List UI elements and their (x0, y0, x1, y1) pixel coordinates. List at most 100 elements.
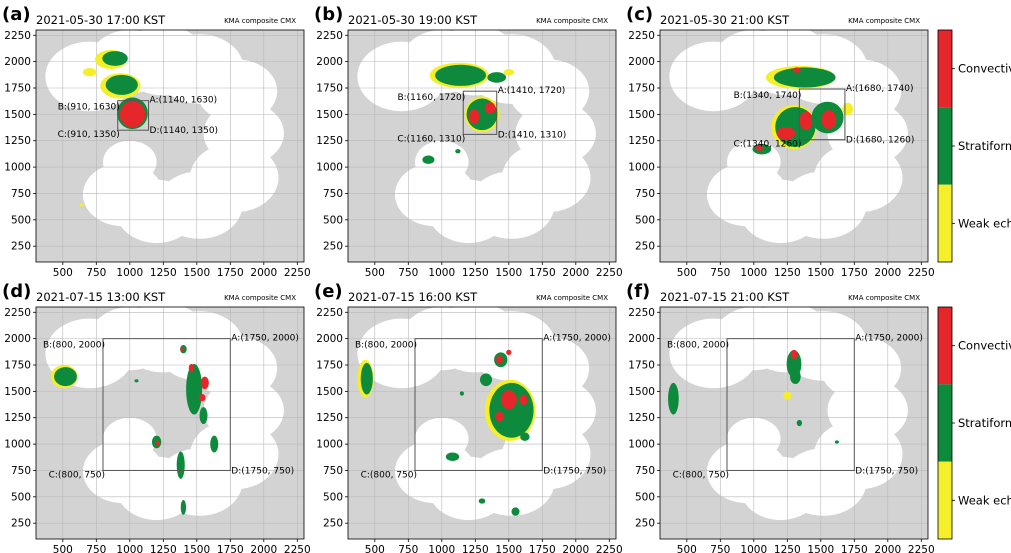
y-tick-label: 500 (11, 214, 31, 226)
x-tick-label: 500 (53, 267, 73, 279)
plot-frame (35, 29, 305, 263)
y-tick-label: 500 (635, 491, 655, 503)
x-tick-label: 500 (365, 267, 385, 279)
x-tick-label: 1000 (428, 267, 455, 279)
colorbar-convective (938, 307, 952, 385)
source-label: KMA composite CMX (536, 294, 608, 302)
x-tick-label: 1250 (462, 267, 489, 279)
convective-area (200, 376, 209, 390)
stratiform-area (435, 64, 487, 86)
corner-label-c: C:(800, 750) (361, 470, 417, 480)
panel-title: 2021-05-30 19:00 KST (348, 13, 478, 27)
panel-label: (b) (314, 4, 343, 25)
y-tick-label: 1000 (628, 162, 655, 174)
x-tick-label: 2250 (284, 544, 311, 553)
convective-area (755, 145, 764, 151)
stratiform-area (479, 373, 493, 387)
panel-f: A:(1750, 2000) B:(800, 2000) C:(800, 750) D… (626, 281, 935, 553)
analysis-box (726, 338, 855, 471)
x-tick-label: 1500 (807, 544, 834, 553)
y-tick-label: 750 (635, 188, 655, 200)
x-tick-label: 2250 (284, 267, 311, 279)
convective-area (188, 363, 195, 373)
colorbar-weak-echo (938, 461, 952, 539)
weak-echo-area (842, 102, 853, 116)
colorbar-label: Convective (958, 62, 1011, 76)
stratiform-area (773, 67, 836, 88)
panel-label: (e) (314, 281, 343, 302)
x-tick-label: 500 (677, 544, 697, 553)
convective-area (198, 394, 206, 402)
colorbar-2: Convective Stratiform Weak echo (937, 306, 1011, 540)
x-tick-label: 750 (710, 267, 730, 279)
stratiform-area (445, 452, 460, 461)
corner-label-c: C:(800, 750) (673, 470, 729, 480)
x-tick-label: 1500 (183, 544, 210, 553)
analysis-box (462, 90, 498, 135)
y-tick-label: 1500 (4, 109, 31, 121)
corner-label-d: D:(1410, 1310) (498, 130, 567, 140)
stratiform-area (796, 419, 803, 427)
convective-area (799, 111, 813, 131)
colorbar-label: Stratiform (958, 416, 1011, 430)
colorbar-label: Weak echo (958, 216, 1011, 230)
convective-area (496, 355, 503, 364)
y-tick-label: 500 (323, 214, 343, 226)
convective-area (468, 109, 480, 124)
y-tick-label: 1500 (628, 386, 655, 398)
y-tick-label: 250 (11, 518, 31, 530)
corner-label-a: A:(1750, 2000) (543, 334, 611, 344)
panel-title: 2021-07-15 16:00 KST (348, 290, 478, 304)
plot-area: A:(1750, 2000) B:(800, 2000) C:(800, 750) D… (660, 307, 928, 539)
y-tick-label: 2250 (4, 30, 31, 42)
y-tick-label: 1750 (4, 360, 31, 372)
x-tick-label: 1000 (116, 267, 143, 279)
plot-area: A:(1680, 1740) B:(1340, 1740) C:(1340, 126… (660, 30, 928, 262)
convective-area (119, 101, 146, 128)
stratiform-area (180, 499, 187, 515)
y-tick-label: 1500 (4, 386, 31, 398)
x-tick-label: 2000 (250, 544, 277, 553)
x-tick-label: 750 (86, 267, 106, 279)
panel-label: (c) (626, 4, 653, 25)
plot-frame (35, 306, 305, 540)
source-label: KMA composite CMX (224, 294, 296, 302)
x-tick-label: 2250 (908, 544, 935, 553)
stratiform-area (459, 391, 464, 396)
convective-area (506, 349, 512, 355)
y-tick-label: 1750 (628, 360, 655, 372)
panel-e: A:(1750, 2000) B:(800, 2000) C:(800, 750) D… (314, 281, 623, 553)
panel-title: 2021-07-15 13:00 KST (36, 290, 166, 304)
corner-label-b: B:(800, 2000) (355, 341, 417, 351)
stratiform-area (487, 72, 507, 83)
panel-label: (d) (2, 281, 31, 302)
y-tick-label: 2250 (316, 307, 343, 319)
corner-label-b: B:(1340, 1740) (734, 91, 802, 101)
y-tick-label: 1500 (316, 386, 343, 398)
x-tick-label: 2000 (874, 267, 901, 279)
x-tick-label: 1750 (841, 544, 868, 553)
analysis-box (102, 338, 231, 471)
weak-echo-area (79, 203, 84, 207)
stratiform-area (834, 440, 839, 444)
y-tick-label: 1000 (628, 439, 655, 451)
panel-a: A:(1140, 1630) B:(910, 1630) C:(910, 1350)… (2, 4, 311, 279)
y-tick-label: 250 (635, 518, 655, 530)
y-tick-label: 1250 (4, 135, 31, 147)
plot-area: A:(1410, 1720) B:(1160, 1720) C:(1160, 131… (348, 30, 616, 262)
x-tick-label: 1000 (740, 267, 767, 279)
y-tick-label: 1750 (4, 83, 31, 95)
x-tick-label: 750 (398, 544, 418, 553)
y-tick-label: 1250 (628, 412, 655, 424)
y-tick-label: 1750 (316, 360, 343, 372)
source-label: KMA composite CMX (536, 17, 608, 25)
panel-d: A:(1750, 2000) B:(800, 2000) C:(800, 750) D… (2, 281, 311, 553)
y-tick-label: 2000 (628, 333, 655, 345)
stratiform-area (186, 363, 203, 415)
x-tick-label: 2250 (596, 544, 623, 553)
panel-label: (f) (626, 281, 650, 302)
source-label: KMA composite CMX (224, 17, 296, 25)
x-tick-label: 1500 (495, 267, 522, 279)
x-tick-label: 750 (710, 544, 730, 553)
x-tick-label: 1250 (150, 267, 177, 279)
